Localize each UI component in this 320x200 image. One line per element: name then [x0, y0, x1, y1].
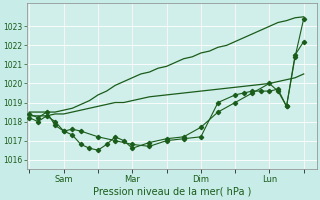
X-axis label: Pression niveau de la mer( hPa ): Pression niveau de la mer( hPa ) — [92, 187, 251, 197]
